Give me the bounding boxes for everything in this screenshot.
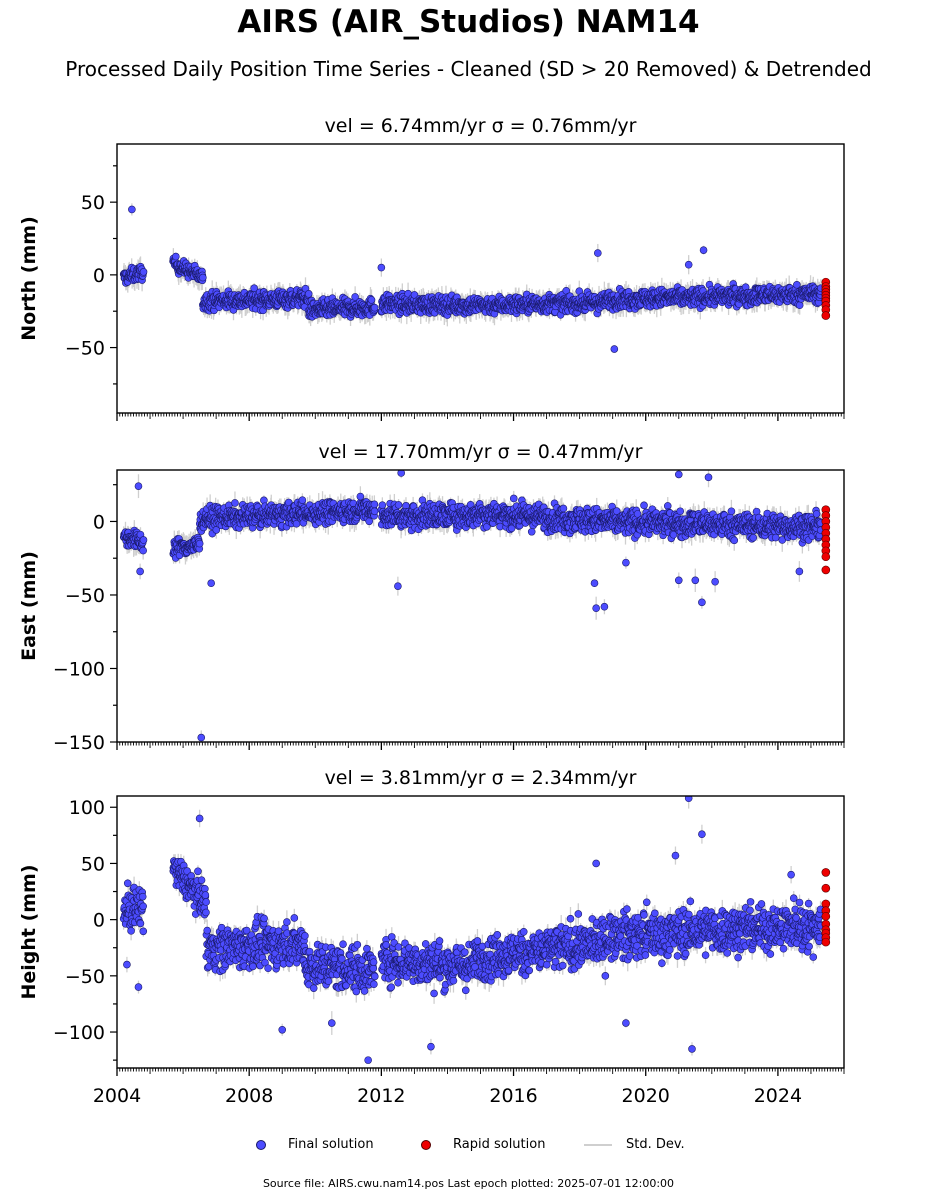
panel-title: vel = 6.74mm/yr σ = 0.76mm/yr: [325, 115, 637, 137]
data-point: [139, 268, 148, 276]
panel-title: vel = 17.70mm/yr σ = 0.47mm/yr: [319, 441, 643, 463]
plot-area: [119, 470, 831, 742]
plot-area: [119, 203, 831, 353]
data-point: [351, 293, 359, 301]
data-point: [128, 205, 136, 214]
data-point: [699, 246, 708, 254]
data-point: [304, 290, 313, 298]
std-dev-bars: [123, 203, 822, 353]
plot-frame: [116, 143, 845, 414]
rapid-point: [821, 311, 831, 320]
panel-1: vel = 6.74mm/yr σ = 0.76mm/yr North (mm) −…: [18, 115, 845, 421]
data-point: [370, 303, 379, 312]
data-point: [795, 301, 804, 310]
y-axis-label: East (mm): [18, 551, 40, 661]
data-point: [172, 252, 180, 261]
chart-subtitle: Processed Daily Position Time Series - C…: [65, 57, 872, 81]
y-tick-label: 0: [93, 265, 105, 287]
data-point: [367, 296, 376, 304]
data-point: [684, 260, 693, 269]
data-point: [594, 249, 602, 257]
rapid-solution-points: [821, 277, 831, 320]
y-tick-label: 50: [81, 192, 105, 214]
data-point: [199, 273, 207, 282]
data-point: [610, 345, 619, 353]
chart-title: AIRS (AIR_Studios) NAM14: [237, 4, 700, 40]
y-tick-label: −50: [65, 338, 105, 360]
final-solution-points: [119, 205, 825, 353]
data-point: [377, 263, 386, 272]
y-axis-label: North (mm): [18, 216, 40, 341]
